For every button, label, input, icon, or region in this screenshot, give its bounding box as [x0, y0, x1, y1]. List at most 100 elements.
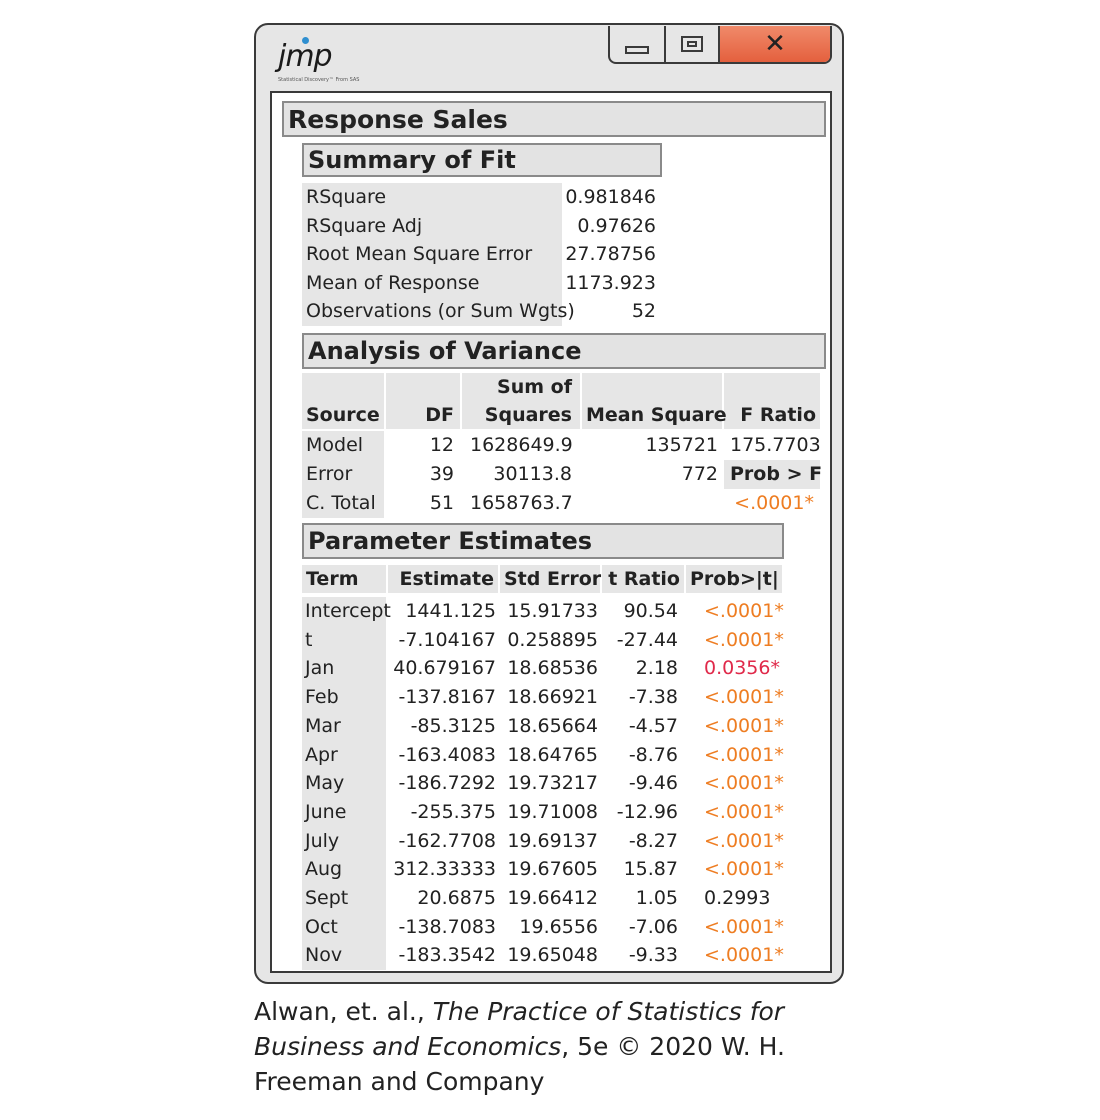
- param-stderr: 0.258895: [507, 628, 598, 651]
- anova-source: Model: [302, 431, 384, 460]
- summary-label: Root Mean Square Error: [302, 240, 562, 270]
- param-prob: <.0001*: [704, 628, 784, 651]
- param-term: Sept: [302, 884, 386, 913]
- summary-of-fit-header[interactable]: Summary of Fit: [302, 143, 662, 177]
- param-estimate: -137.8167: [398, 686, 496, 709]
- caption-authors: Alwan, et. al.,: [254, 997, 433, 1026]
- param-estimate: -138.7083: [398, 915, 496, 938]
- param-estimate: 312.33333: [393, 858, 496, 881]
- report-title: Response Sales: [288, 104, 508, 134]
- param-prob: <.0001*: [704, 600, 784, 622]
- param-term: Aug: [302, 855, 386, 885]
- param-stderr: 19.69137: [507, 829, 598, 852]
- params-title: Parameter Estimates: [308, 527, 593, 555]
- anova-ms: 772: [681, 463, 718, 485]
- summary-value: 0.981846: [565, 186, 656, 208]
- param-estimate: -163.4083: [398, 743, 496, 766]
- param-tratio: -4.57: [628, 714, 678, 737]
- anova-df: 12: [429, 434, 454, 456]
- param-term: Nov: [302, 941, 386, 971]
- anova-f-cell: 175.7703: [730, 434, 821, 456]
- anova-header-ss-bottom: Squares: [484, 404, 572, 426]
- param-term: June: [302, 797, 386, 827]
- param-tratio: -8.27: [628, 829, 678, 852]
- param-prob: 0.2993: [704, 887, 771, 909]
- param-term: Oct: [302, 912, 386, 942]
- anova-ss: 30113.8: [493, 463, 572, 485]
- anova-ms: 135721: [645, 434, 718, 456]
- param-stderr: 18.66921: [507, 686, 598, 709]
- anova-ss: 1658763.7: [470, 492, 573, 514]
- param-estimate: -85.3125: [410, 714, 496, 737]
- summary-title: Summary of Fit: [308, 146, 516, 174]
- param-prob: <.0001*: [704, 743, 784, 766]
- anova-header-ss-top: Sum of: [497, 376, 572, 398]
- close-button[interactable]: ✕: [720, 26, 830, 62]
- param-stderr: 19.67605: [507, 858, 598, 881]
- summary-value: 52: [631, 300, 656, 323]
- maximize-icon: [681, 36, 703, 52]
- jmp-window: jmp Statistical Discovery™ From SAS ✕ Re…: [254, 23, 844, 984]
- logo-dot: [302, 37, 309, 44]
- params-header-prob: Prob>|t|: [686, 565, 782, 593]
- maximize-button[interactable]: [666, 26, 720, 62]
- param-estimate: -255.375: [410, 800, 496, 823]
- summary-label: Mean of Response: [302, 268, 562, 298]
- param-tratio: 90.54: [623, 600, 678, 622]
- response-sales-header[interactable]: Response Sales: [282, 101, 826, 137]
- anova-header-source: Source: [306, 404, 380, 426]
- analysis-of-variance-header[interactable]: Analysis of Variance: [302, 333, 826, 369]
- param-tratio: 15.87: [623, 858, 678, 881]
- param-estimate: -186.7292: [398, 772, 496, 795]
- minimize-button[interactable]: [610, 26, 666, 62]
- param-estimate: 20.6875: [417, 887, 496, 909]
- parameter-estimates-header[interactable]: Parameter Estimates: [302, 523, 784, 559]
- param-stderr: 19.71008: [507, 800, 598, 823]
- minimize-icon: [625, 46, 649, 54]
- anova-header-bg: [462, 373, 580, 429]
- anova-source: Error: [302, 460, 384, 489]
- param-term: Jan: [302, 654, 386, 684]
- logo-text: jmp: [278, 39, 333, 74]
- param-estimate: 40.679167: [393, 657, 496, 680]
- summary-value: 27.78756: [565, 243, 656, 266]
- anova-header-df: DF: [425, 404, 454, 426]
- anova-ms: [582, 489, 722, 518]
- anova-header-bg: [386, 373, 460, 429]
- param-term: July: [302, 826, 386, 856]
- anova-df: 39: [429, 463, 454, 485]
- params-header-tratio: t Ratio: [602, 565, 684, 593]
- param-tratio: -9.33: [628, 944, 678, 967]
- param-estimate: -183.3542: [398, 944, 496, 967]
- param-prob: <.0001*: [704, 915, 784, 938]
- logo-tagline: Statistical Discovery™ From SAS: [278, 77, 360, 83]
- anova-f-cell: Prob > F: [724, 460, 822, 489]
- summary-value: 1173.923: [565, 271, 656, 294]
- param-estimate: 1441.125: [405, 600, 496, 622]
- param-tratio: 2.18: [635, 657, 678, 680]
- anova-f-cell: <.0001*: [734, 492, 814, 514]
- param-term: May: [302, 769, 386, 799]
- param-stderr: 18.68536: [507, 657, 598, 680]
- param-stderr: 19.66412: [507, 887, 598, 909]
- caption-publisher: , 5e © 2020 W. H. Freeman and Company: [254, 1032, 785, 1096]
- caption-book-title: The Practice of Statistics for Business …: [254, 997, 785, 1061]
- param-prob: <.0001*: [704, 858, 784, 881]
- param-stderr: 19.73217: [507, 772, 598, 795]
- param-prob: <.0001*: [704, 772, 784, 795]
- caption: Alwan, et. al., The Practice of Statisti…: [254, 994, 854, 1099]
- summary-value: 0.97626: [577, 214, 656, 237]
- param-estimate: -162.7708: [398, 829, 496, 852]
- param-stderr: 19.65048: [507, 944, 598, 967]
- jmp-logo: jmp Statistical Discovery™ From SAS: [274, 37, 359, 83]
- summary-label: RSquare Adj: [302, 211, 562, 241]
- param-prob: <.0001*: [704, 714, 784, 737]
- report-content: Response Sales Summary of Fit RSquare 0.9…: [270, 91, 832, 973]
- param-tratio: -9.46: [628, 772, 678, 795]
- param-term: Feb: [302, 683, 386, 713]
- summary-label: Observations (or Sum Wgts): [302, 297, 575, 327]
- anova-header-f: F Ratio: [740, 404, 816, 426]
- param-term: t: [302, 625, 386, 655]
- param-prob: <.0001*: [704, 686, 784, 709]
- param-tratio: -7.38: [628, 686, 678, 709]
